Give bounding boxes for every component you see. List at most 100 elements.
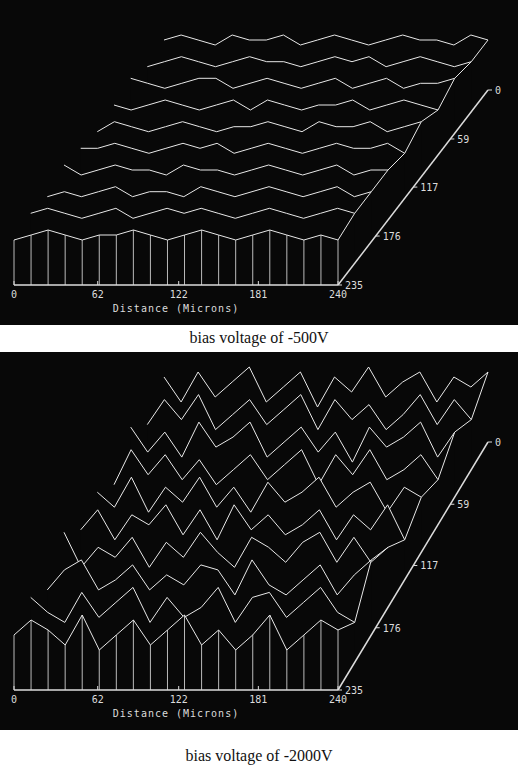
caption: bias voltage of -500V bbox=[0, 325, 518, 352]
front-wall-line bbox=[184, 615, 185, 690]
x-axis-title: Distance (Microns) bbox=[113, 708, 239, 719]
front-wall-line bbox=[338, 630, 339, 690]
profile-line bbox=[97, 122, 421, 132]
side-edge bbox=[338, 372, 488, 630]
front-wall-line bbox=[14, 240, 15, 285]
front-wall-line bbox=[31, 620, 32, 690]
x-tick-label: 181 bbox=[249, 694, 267, 705]
depth-tick-label: 235 bbox=[345, 685, 363, 696]
depth-tick bbox=[488, 442, 492, 443]
front-wall-line bbox=[201, 230, 202, 285]
depth-tick-label: 59 bbox=[457, 499, 469, 510]
x-tick bbox=[14, 686, 15, 690]
profile-line bbox=[131, 422, 455, 462]
profile-line bbox=[31, 208, 355, 218]
front-wall-line bbox=[303, 240, 304, 285]
x-axis-title: Distance (Microns) bbox=[113, 303, 239, 314]
front-wall-line bbox=[201, 645, 202, 690]
front-wall-line bbox=[184, 235, 185, 285]
x-tick-label: 62 bbox=[92, 289, 104, 300]
depth-tick-label: 0 bbox=[495, 85, 501, 96]
profile-line bbox=[31, 587, 355, 622]
profile-line bbox=[97, 477, 421, 512]
depth-tick bbox=[413, 565, 417, 566]
front-wall-line bbox=[116, 635, 117, 690]
front-wall-line bbox=[303, 635, 304, 690]
profile-line bbox=[81, 505, 405, 540]
panel-background bbox=[0, 352, 518, 730]
profile-line bbox=[14, 230, 338, 240]
front-wall-line bbox=[133, 230, 134, 285]
depth-tick-label: 235 bbox=[345, 280, 363, 291]
surface bbox=[14, 367, 488, 690]
x-tick-label: 181 bbox=[249, 289, 267, 300]
front-wall-line bbox=[14, 635, 15, 690]
depth-tick-label: 176 bbox=[383, 231, 401, 242]
x-tick bbox=[97, 686, 98, 690]
front-wall-line bbox=[286, 650, 287, 690]
profile-line bbox=[64, 165, 388, 175]
x-tick-label: 0 bbox=[11, 289, 17, 300]
panel-background bbox=[0, 0, 518, 325]
depth-axis-line bbox=[338, 90, 488, 285]
x-tick bbox=[178, 281, 179, 285]
x-tick-label: 62 bbox=[92, 694, 104, 705]
figure: 062122181240Distance (Microns)0591171762… bbox=[0, 0, 518, 775]
profile-line bbox=[147, 57, 471, 67]
profile-line bbox=[114, 100, 438, 110]
surface-panel: 062122181240Distance (Microns)0591171762… bbox=[0, 352, 518, 730]
x-axis-line bbox=[14, 689, 338, 691]
profile-line bbox=[47, 187, 371, 197]
profile-line bbox=[114, 450, 438, 485]
surface bbox=[14, 35, 488, 285]
front-wall-line bbox=[133, 620, 134, 690]
front-wall-line bbox=[65, 645, 66, 690]
x-tick bbox=[258, 686, 259, 690]
depth-tick-label: 59 bbox=[457, 134, 469, 145]
front-wall-line bbox=[286, 235, 287, 285]
front-wall-line bbox=[116, 235, 117, 285]
front-wall-line bbox=[82, 615, 83, 690]
depth-tick-label: 117 bbox=[420, 560, 438, 571]
front-wall-line bbox=[82, 240, 83, 285]
depth-axis-line bbox=[338, 442, 488, 690]
front-wall-line bbox=[99, 235, 100, 285]
front-wall-line bbox=[167, 630, 168, 690]
depth-tick bbox=[413, 187, 417, 188]
profile-line bbox=[14, 615, 338, 650]
profile-line bbox=[164, 35, 488, 45]
row-occluder bbox=[14, 230, 338, 285]
profile-line bbox=[64, 532, 388, 567]
front-wall-line bbox=[48, 630, 49, 690]
x-tick bbox=[178, 686, 179, 690]
front-wall-line bbox=[167, 240, 168, 285]
front-wall-line bbox=[338, 240, 339, 285]
profile-line bbox=[164, 367, 488, 407]
front-wall-line bbox=[218, 630, 219, 690]
depth-tick-label: 117 bbox=[420, 182, 438, 193]
front-wall-line bbox=[31, 235, 32, 285]
x-tick-label: 122 bbox=[170, 289, 188, 300]
depth-tick bbox=[376, 627, 380, 628]
x-tick bbox=[258, 281, 259, 285]
depth-tick bbox=[338, 690, 342, 691]
front-wall-line bbox=[252, 635, 253, 690]
profile-line bbox=[81, 143, 405, 153]
caption: bias voltage of -2000V bbox=[0, 730, 518, 775]
x-tick-label: 0 bbox=[11, 694, 17, 705]
front-wall-line bbox=[150, 235, 151, 285]
front-wall-line bbox=[320, 235, 321, 285]
front-wall-line bbox=[99, 650, 100, 690]
depth-tick bbox=[450, 138, 454, 139]
front-wall-line bbox=[65, 235, 66, 285]
depth-tick-label: 0 bbox=[495, 437, 501, 448]
x-tick bbox=[97, 281, 98, 285]
depth-tick bbox=[450, 504, 454, 505]
x-tick-label: 122 bbox=[170, 694, 188, 705]
front-wall-line bbox=[48, 230, 49, 285]
front-wall-line bbox=[269, 230, 270, 285]
front-wall-line bbox=[235, 240, 236, 285]
front-wall-line bbox=[235, 650, 236, 690]
front-wall-line bbox=[218, 235, 219, 285]
depth-tick bbox=[376, 236, 380, 237]
